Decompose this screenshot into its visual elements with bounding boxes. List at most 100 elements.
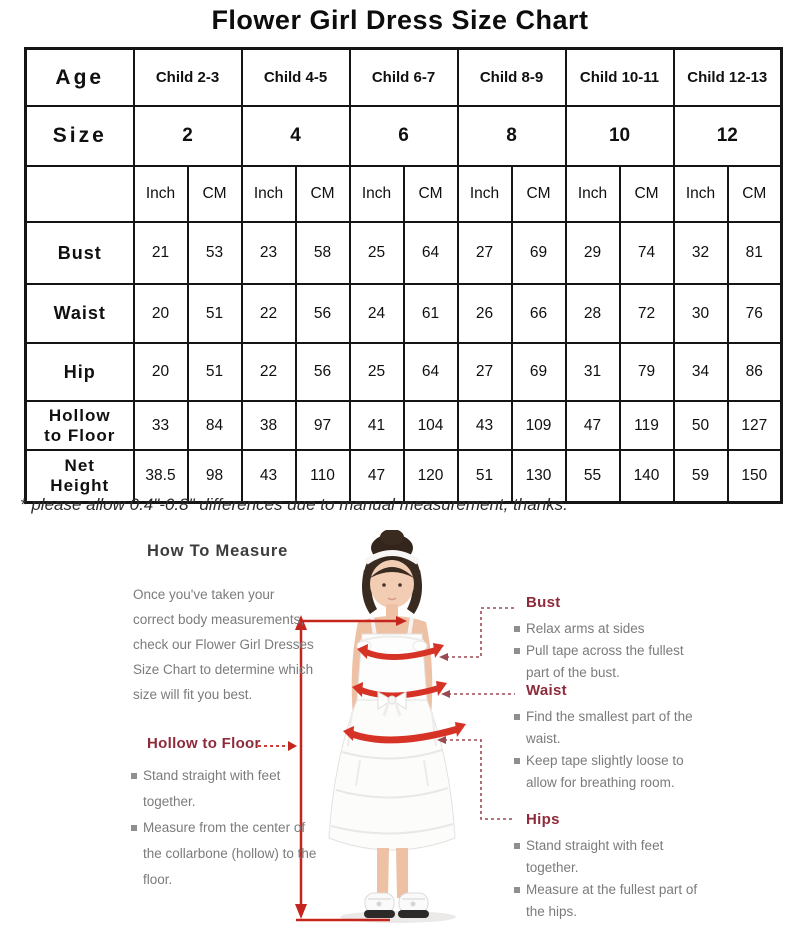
shoes [364,892,429,918]
net-height-row: Net Height 38.5 98 43 110 47 120 51 130 55 140 59 1… [24,449,783,504]
measurement-note: * please allow 0.4"-0.8" differences due… [20,495,568,514]
value-cell: 30 [672,283,729,344]
age-group-cell: Child 6-7 [348,47,459,107]
value-cell: 51 [456,449,513,504]
value-cell: 34 [672,342,729,402]
age-group-cell: Child 4-5 [240,47,351,107]
value-cell: 27 [456,342,513,402]
value-cell: 32 [672,221,729,285]
value-cell: 33 [132,400,189,451]
value-cell: 51 [186,342,243,402]
size-cell: 12 [672,105,783,167]
unit-cell: CM [510,165,567,223]
bust-instructions-block: Bust Relax arms at sides Pull tape acros… [504,594,700,684]
value-cell: 66 [510,283,567,344]
unit-cell: CM [618,165,675,223]
row-label-cell: Hip [24,342,135,402]
bullet-square-icon [514,887,520,893]
value-cell: 51 [186,283,243,344]
value-cell: 23 [240,221,297,285]
bullet-square-icon [514,843,520,849]
headband [364,550,420,565]
instruction-text: Measure from the center of the collarbon… [143,820,317,887]
value-cell: 130 [510,449,567,504]
value-cell: 38 [240,400,297,451]
value-cell: 24 [348,283,405,344]
waist-row: Waist 20 51 22 56 24 61 26 66 28 72 30 76 [24,283,783,344]
value-cell: 119 [618,400,675,451]
measure-instruction: Measure from the center of the collarbon… [131,815,321,893]
unit-cell: CM [402,165,459,223]
instruction-text: Find the smallest part of the waist. [526,709,693,746]
unit-cell: Inch [132,165,189,223]
size-cell: 4 [240,105,351,167]
corner-empty-cell [24,165,135,223]
value-cell: 25 [348,221,405,285]
measure-instruction: Find the smallest part of the waist. [514,706,700,750]
value-cell: 97 [294,400,351,451]
value-cell: 61 [402,283,459,344]
value-cell: 47 [348,449,405,504]
instruction-text: Pull tape across the fullest part of the… [526,643,684,680]
how-to-measure-section: How To Measure Once you've taken your co… [0,530,800,929]
age-group-cell: Child 8-9 [456,47,567,107]
value-cell: 55 [564,449,621,504]
value-cell: 98 [186,449,243,504]
value-cell: 69 [510,342,567,402]
hips-label: Hips [526,811,560,828]
unit-row: Inch CM Inch CM Inch CM Inch CM Inch CM Inch C… [24,165,783,223]
waist-instructions-block: Waist Find the smallest part of the wais… [504,682,700,794]
waist-connector-arrow-icon [441,690,450,698]
size-cell: 8 [456,105,567,167]
value-cell: 53 [186,221,243,285]
value-cell: 84 [186,400,243,451]
age-group-cell: Child 10-11 [564,47,675,107]
value-cell: 47 [564,400,621,451]
page-title: Flower Girl Dress Size Chart [211,5,589,35]
hollow-connector-line [258,741,297,751]
hip-row: Hip 20 51 22 56 25 64 27 69 31 79 34 86 [24,342,783,402]
waist-bow [377,691,407,717]
value-cell: 120 [402,449,459,504]
size-chart-table: Age Child 2-3 Child 4-5 Child 6-7 Child … [24,47,784,504]
value-cell: 81 [726,221,783,285]
age-row: Age Child 2-3 Child 4-5 Child 6-7 Child … [24,47,783,107]
value-cell: 72 [618,283,675,344]
value-cell: 140 [618,449,675,504]
measure-instruction: Stand straight with feet together. [514,835,700,879]
measure-instruction: Relax arms at sides [514,618,700,640]
measure-instruction: Keep tape slightly loose to allow for br… [514,750,700,794]
hollow-to-floor-instructions: Stand straight with feet together. Measu… [131,763,321,893]
bullet-square-icon [514,626,520,632]
measure-intro: Once you've taken your correct body meas… [133,587,314,702]
value-cell: 31 [564,342,621,402]
age-group-cell: Child 2-3 [132,47,243,107]
bullet-square-icon [131,773,137,779]
hips-connector-arrow-icon [437,736,446,744]
value-cell: 150 [726,449,783,504]
size-row: Size 2 4 6 8 10 12 [24,105,783,167]
instruction-text: Stand straight with feet together. [143,768,281,809]
unit-cell: CM [294,165,351,223]
value-cell: 109 [510,400,567,451]
value-cell: 76 [726,283,783,344]
size-cell: 2 [132,105,243,167]
value-cell: 59 [672,449,729,504]
measurement-figure [258,530,515,923]
value-cell: 64 [402,221,459,285]
row-label-cell: Bust [24,221,135,285]
age-group-cell: Child 12-13 [672,47,783,107]
bust-label: Bust [526,594,561,611]
waist-tape [352,681,447,699]
value-cell: 127 [726,400,783,451]
hips-instructions-block: Hips Stand straight with feet together. … [504,811,700,923]
size-cell: 6 [348,105,459,167]
bullet-square-icon [514,714,520,720]
value-cell: 79 [618,342,675,402]
instruction-text: Measure at the fullest part of the hips. [526,882,698,919]
value-cell: 20 [132,283,189,344]
value-cell: 64 [402,342,459,402]
hips-tape [343,722,466,744]
value-cell: 110 [294,449,351,504]
